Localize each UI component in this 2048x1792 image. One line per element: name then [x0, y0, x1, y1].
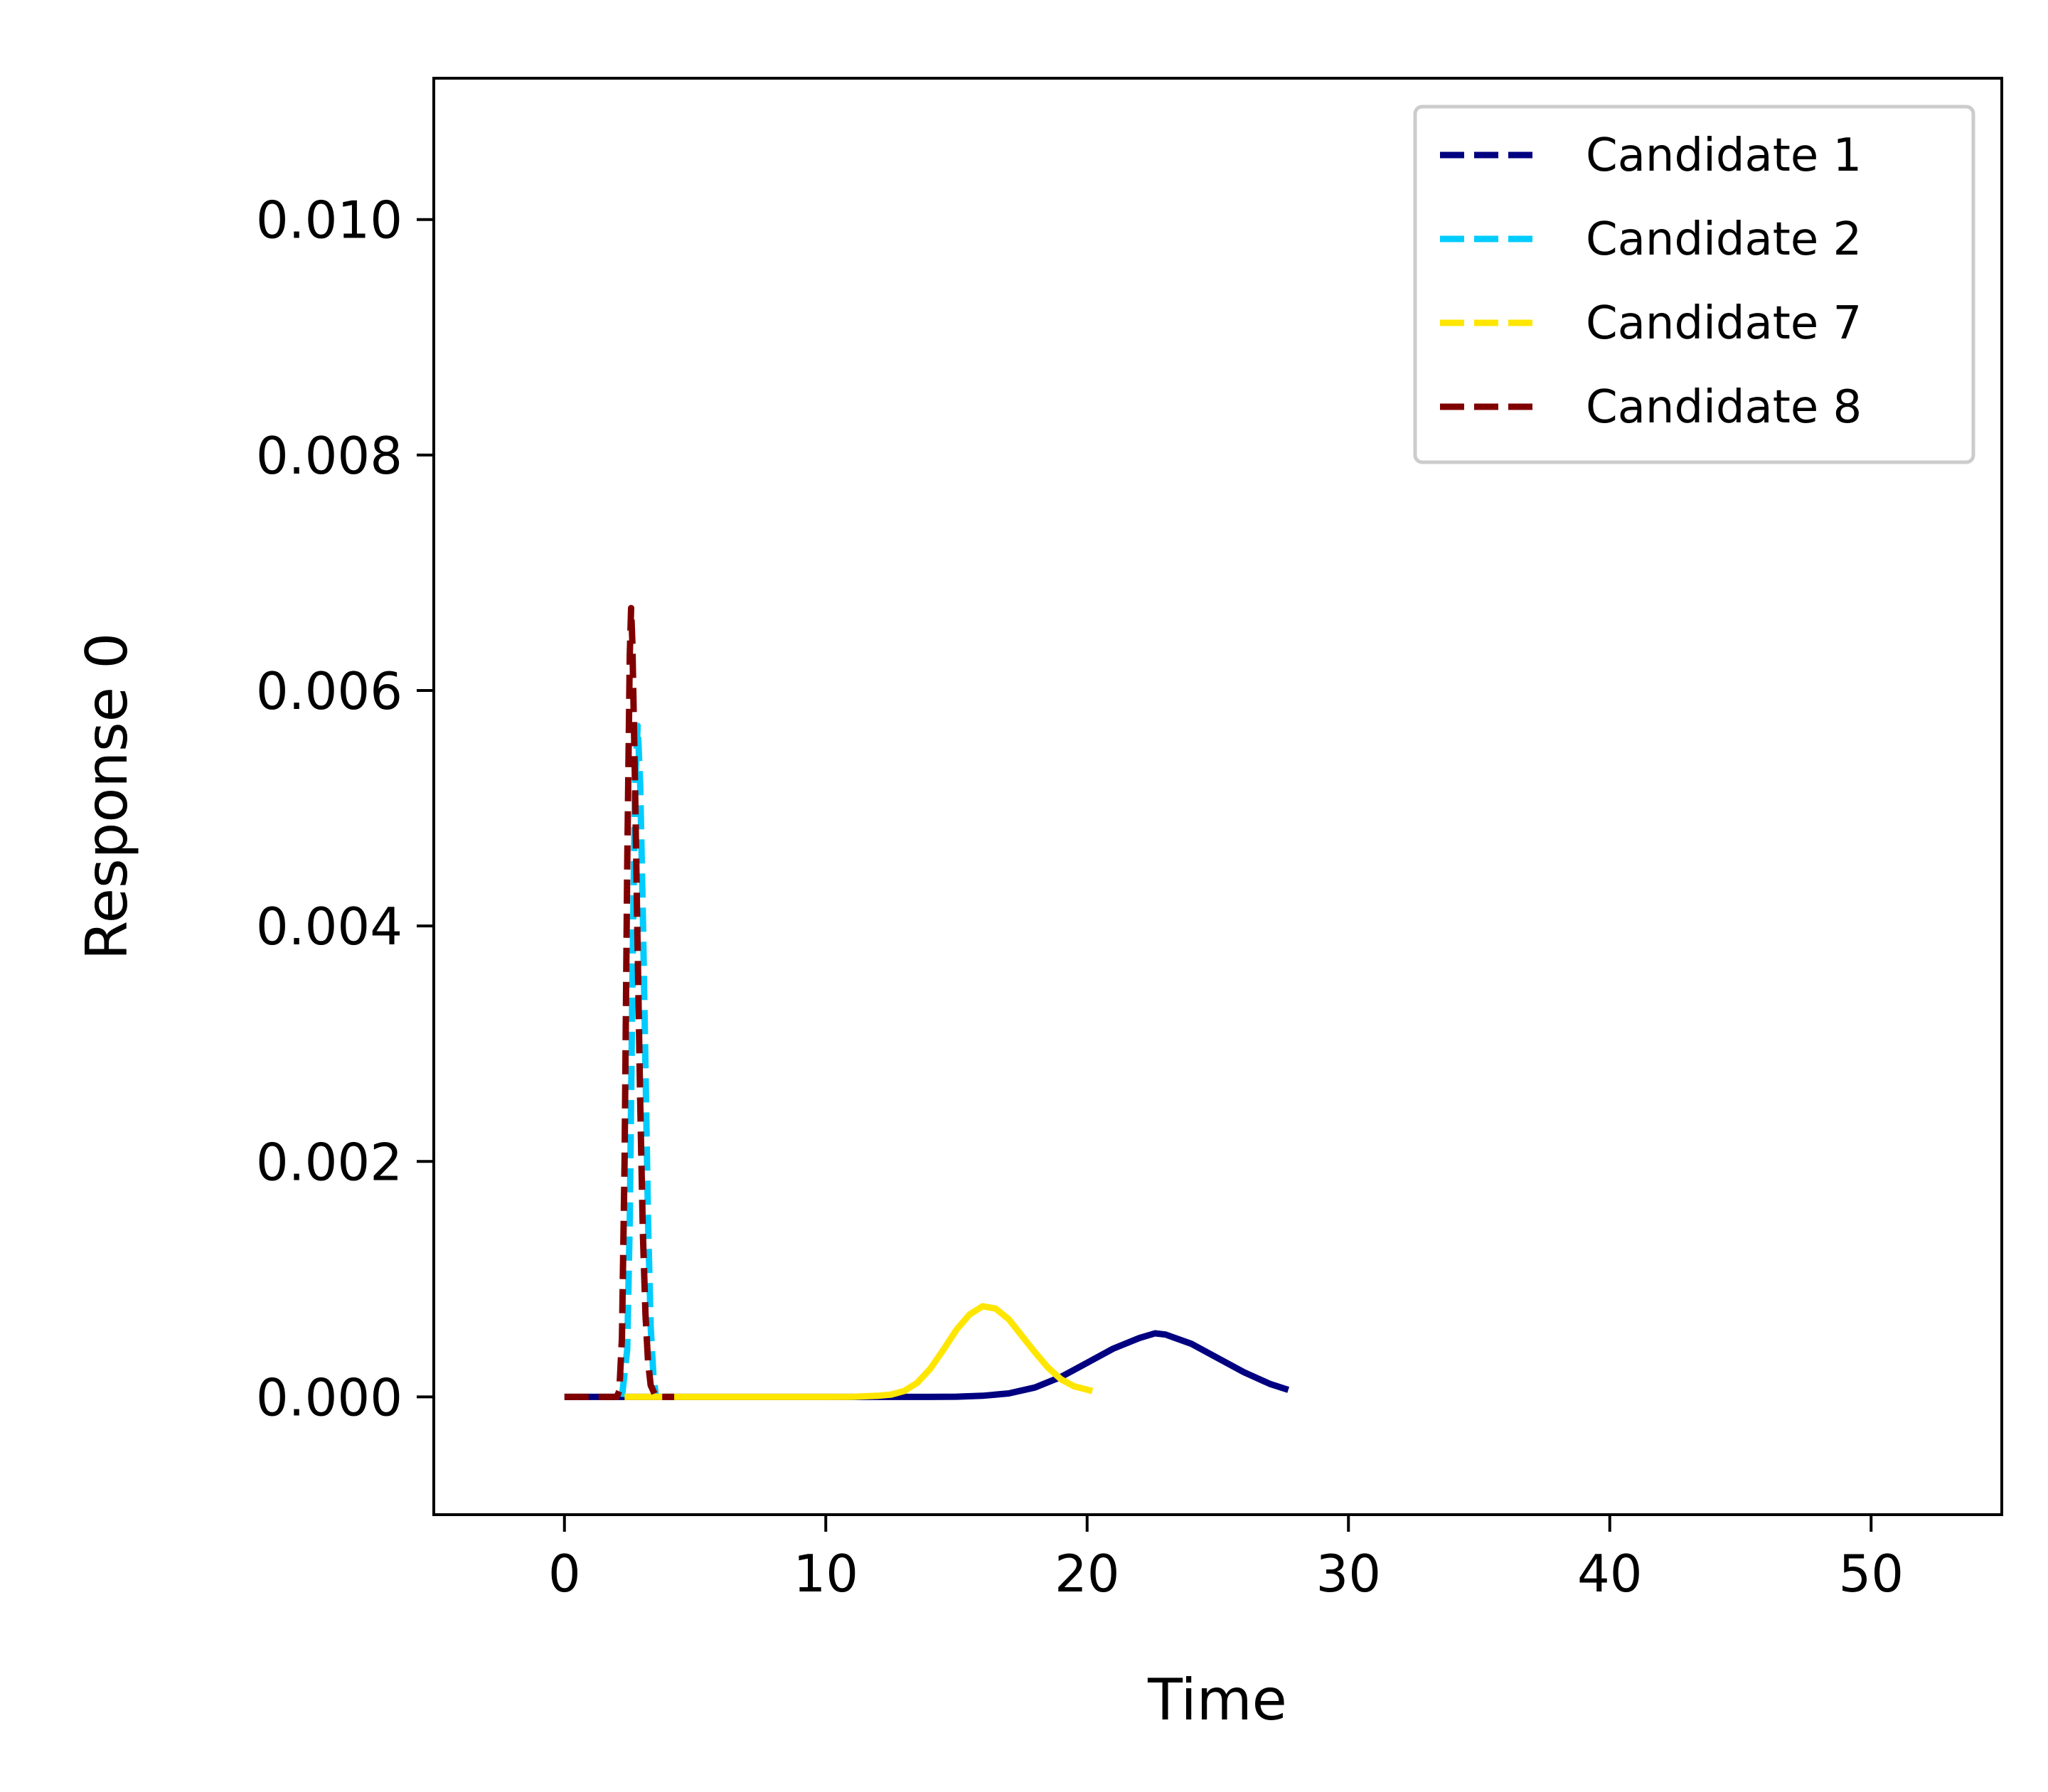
legend-label: Candidate 1: [1586, 129, 1862, 182]
series-line-2: [619, 722, 659, 1397]
legend: Candidate 1 Candidate 2 Candidate 7 Candida…: [1413, 105, 1975, 464]
series-line-3: [624, 1303, 1094, 1400]
series-layer: [564, 604, 1290, 1400]
x-tick-label: 50: [1838, 1544, 1904, 1604]
y-axis-label: Response 0: [74, 633, 140, 961]
x-tick-label: 0: [548, 1544, 581, 1604]
x-tick-label: 30: [1316, 1544, 1381, 1604]
x-axis-label: Time: [1147, 1667, 1287, 1733]
plot-frame: [432, 77, 2003, 1516]
legend-entries: Candidate 1 Candidate 2 Candidate 7 Candida…: [1440, 129, 1862, 434]
y-tick-label: 0.002: [256, 1132, 402, 1192]
series-line-4: [564, 604, 675, 1400]
legend-label: Candidate 7: [1586, 297, 1862, 350]
legend-label: Candidate 8: [1586, 381, 1862, 434]
y-tick-label: 0.006: [256, 661, 402, 721]
y-tick-label: 0.010: [256, 191, 402, 250]
y-tick-label: 0.008: [256, 426, 402, 486]
legend-label: Candidate 2: [1586, 213, 1862, 266]
y-tick-label: 0.000: [256, 1367, 402, 1427]
x-axis-ticks: 0 10 20 30 40 50: [548, 1515, 1904, 1604]
x-tick-label: 10: [793, 1544, 858, 1604]
y-tick-label: 0.004: [256, 897, 402, 956]
x-tick-label: 20: [1055, 1544, 1120, 1604]
x-tick-label: 40: [1577, 1544, 1643, 1604]
legend-box: [1413, 105, 1975, 464]
y-axis-ticks: 0.000 0.002 0.004 0.006 0.008 0.010: [256, 191, 434, 1427]
